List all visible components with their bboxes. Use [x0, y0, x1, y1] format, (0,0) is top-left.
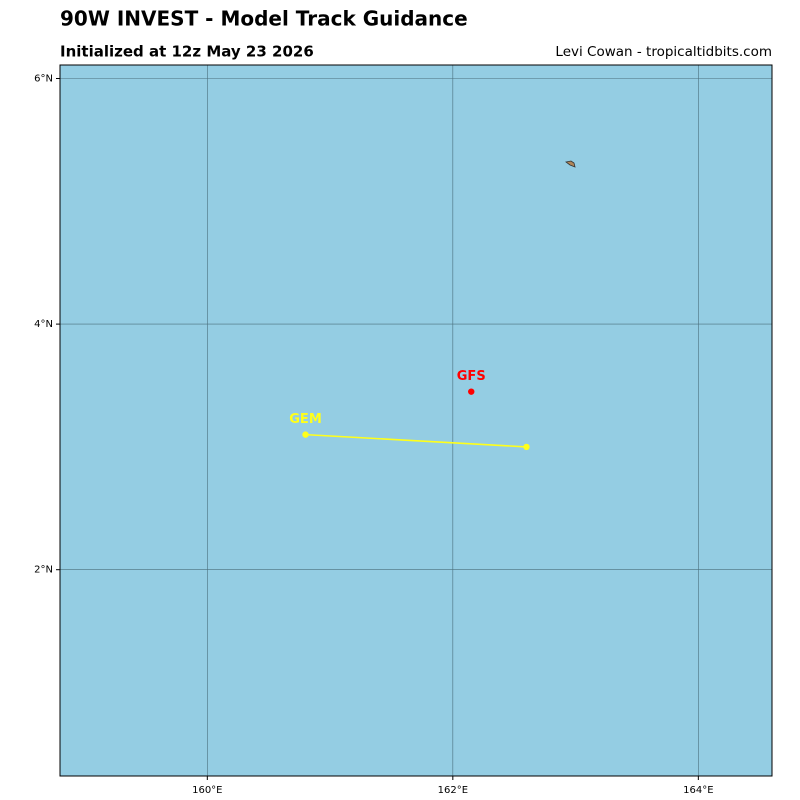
track-line	[305, 433, 527, 448]
y-tick-label: 2°N	[34, 565, 53, 576]
model-label: GEM	[289, 412, 322, 427]
x-tick-label: 164°E	[683, 785, 713, 796]
chart-subtitle: Initialized at 12z May 23 2026	[60, 43, 314, 61]
x-tick-label: 160°E	[192, 785, 222, 796]
y-tick-label: 4°N	[34, 319, 53, 330]
island	[565, 160, 576, 168]
track-point	[523, 443, 530, 451]
map-border	[59, 64, 773, 777]
x-tick-label: 162°E	[438, 785, 468, 796]
chart-title: 90W INVEST - Model Track Guidance	[60, 7, 468, 31]
track-point	[302, 431, 309, 438]
map-background	[60, 65, 772, 776]
model-label: GFS	[457, 369, 486, 384]
track-point	[468, 388, 475, 395]
plot-area: GEM GFS	[60, 65, 772, 776]
y-tick-label: 6°N	[34, 74, 53, 85]
credit: Levi Cowan - tropicaltidbits.com	[555, 44, 772, 60]
